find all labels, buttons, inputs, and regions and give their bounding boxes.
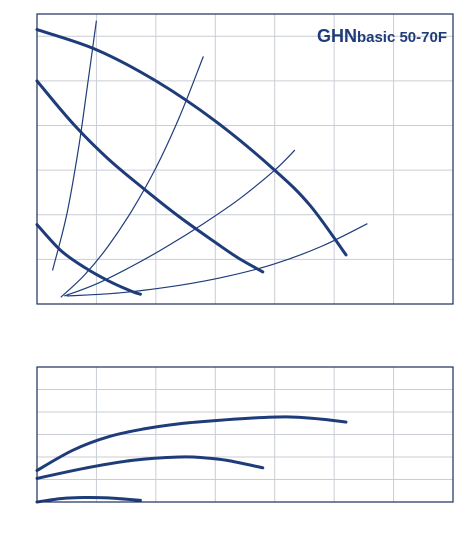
series-line-2 — [35, 455, 265, 480]
system-curve-line — [51, 20, 97, 271]
chart-title-model: GHN — [317, 26, 357, 46]
series-line-2 — [35, 79, 265, 274]
plot-frame — [36, 366, 454, 503]
watermark-text: catalog.onliner.by — [359, 521, 453, 533]
series-line-1 — [35, 495, 142, 504]
series-line-3 — [35, 28, 348, 257]
system-curve-line — [64, 149, 296, 297]
system-curve-line — [66, 223, 368, 297]
chart-title: GHNbasic 50-70F — [317, 26, 447, 46]
series-line-1 — [35, 223, 142, 296]
system-curve-line — [60, 56, 204, 298]
head-chart-panel: GHNbasic 50-70F — [35, 13, 454, 305]
plot-frame — [36, 13, 454, 305]
series-line-3 — [35, 415, 348, 472]
power-chart-panel — [35, 366, 454, 504]
chart-title-variant: basic 50-70F — [357, 29, 447, 46]
